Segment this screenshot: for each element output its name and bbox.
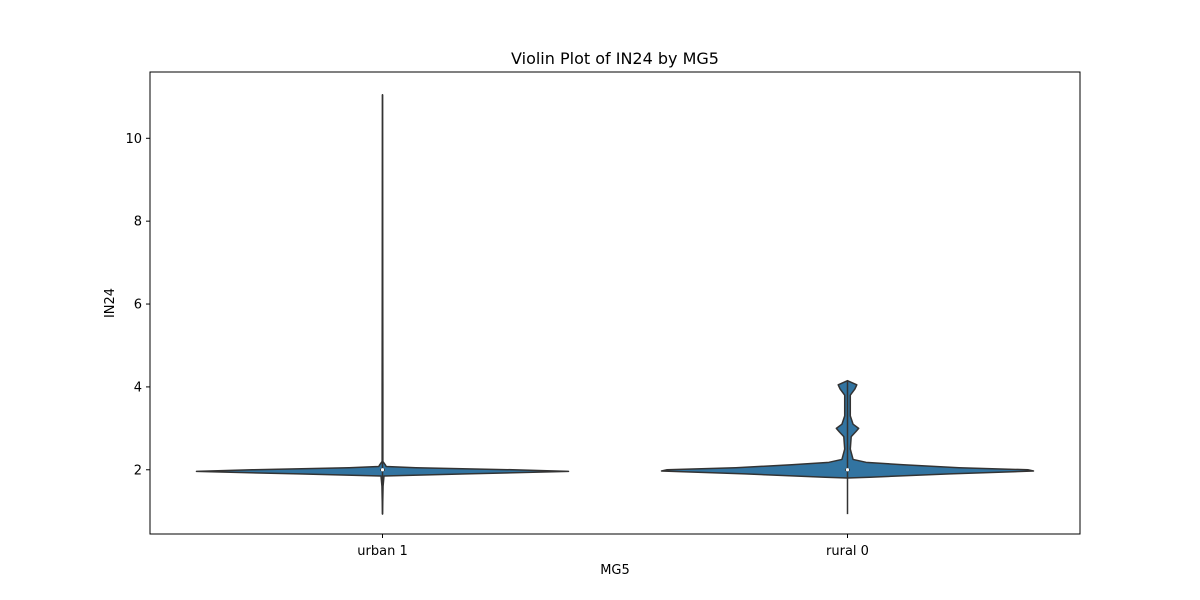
y-tick-label: 10 xyxy=(125,132,142,147)
chart-title: Violin Plot of IN24 by MG5 xyxy=(511,49,719,68)
violin-rural-0 xyxy=(660,379,1035,515)
plot-area xyxy=(195,94,1035,515)
y-tick-label: 4 xyxy=(134,380,142,395)
x-tick-label: urban 1 xyxy=(357,544,407,559)
y-tick-label: 2 xyxy=(134,463,142,478)
violin-median-marker xyxy=(380,468,385,472)
x-axis-label: MG5 xyxy=(600,563,630,578)
x-tick-label: rural 0 xyxy=(826,544,869,559)
y-axis: 2 4 6 8 10 xyxy=(125,132,150,478)
violin-median-marker xyxy=(845,468,850,472)
x-axis: urban 1 rural 0 xyxy=(357,534,869,559)
y-tick-label: 8 xyxy=(134,215,142,230)
y-tick-label: 6 xyxy=(134,298,142,313)
violin-urban-1 xyxy=(195,94,570,515)
plot-frame xyxy=(149,71,1081,535)
y-axis-label: IN24 xyxy=(103,288,118,318)
